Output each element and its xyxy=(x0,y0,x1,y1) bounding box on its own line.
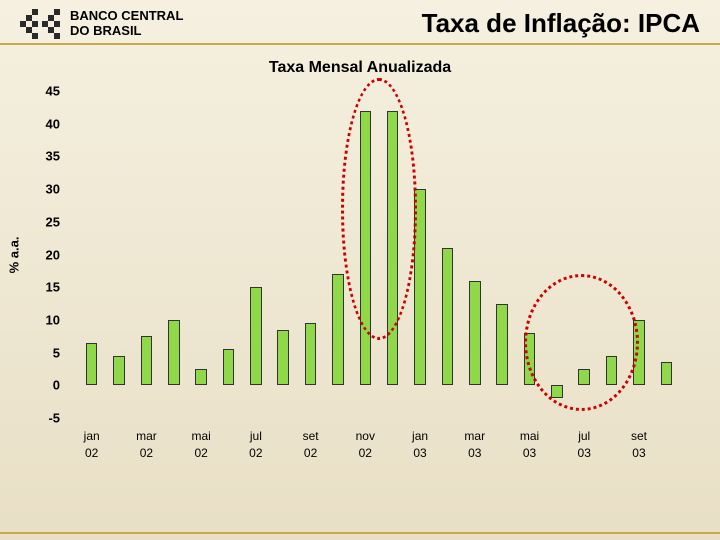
bar xyxy=(360,111,371,386)
bar xyxy=(113,356,124,385)
y-tick: 15 xyxy=(30,280,60,295)
x-tick: jul02 xyxy=(249,428,262,462)
bar xyxy=(469,281,480,386)
x-tick: jan02 xyxy=(84,428,100,462)
bar xyxy=(223,349,234,385)
y-tick: -5 xyxy=(30,411,60,426)
bar xyxy=(496,304,507,386)
chart-subtitle: Taxa Mensal Anualizada xyxy=(0,45,720,83)
y-tick: 40 xyxy=(30,116,60,131)
x-tick: nov02 xyxy=(356,428,375,462)
bar xyxy=(414,189,425,385)
footer-divider xyxy=(0,532,720,534)
plot-area xyxy=(78,91,680,418)
y-tick: 0 xyxy=(30,378,60,393)
chart-area: % a.a. 454035302520151050-5 jan02mar02ma… xyxy=(20,83,690,478)
bars-layer xyxy=(78,91,680,418)
bar xyxy=(606,356,617,385)
org-line1: BANCO CENTRAL xyxy=(70,9,183,23)
page-title: Taxa de Inflação: IPCA xyxy=(422,8,700,39)
header: BANCO CENTRAL DO BRASIL Taxa de Inflação… xyxy=(0,0,720,41)
x-tick: set02 xyxy=(303,428,319,462)
x-tick: mai03 xyxy=(520,428,539,462)
bar xyxy=(524,333,535,385)
bar xyxy=(551,385,562,398)
bar xyxy=(578,369,589,385)
x-tick: jul03 xyxy=(578,428,591,462)
x-tick: set03 xyxy=(631,428,647,462)
x-tick: mar02 xyxy=(136,428,157,462)
y-tick: 5 xyxy=(30,345,60,360)
y-axis: % a.a. 454035302520151050-5 xyxy=(20,91,78,418)
org-line2: DO BRASIL xyxy=(70,24,183,38)
org-name: BANCO CENTRAL DO BRASIL xyxy=(70,9,183,38)
x-tick: mai02 xyxy=(191,428,210,462)
bar xyxy=(195,369,206,385)
x-tick: mar03 xyxy=(464,428,485,462)
x-axis: jan02 mar02 mai02 jul02 set02 nov02 jan03 mar03… xyxy=(78,418,680,478)
y-tick: 10 xyxy=(30,312,60,327)
bar xyxy=(633,320,644,385)
bar xyxy=(661,362,672,385)
logo-block: BANCO CENTRAL DO BRASIL xyxy=(20,9,183,39)
bar xyxy=(277,330,288,386)
y-tick: 35 xyxy=(30,149,60,164)
bank-logo-icon xyxy=(20,9,62,39)
bar xyxy=(168,320,179,385)
y-tick: 45 xyxy=(30,84,60,99)
y-axis-label: % a.a. xyxy=(7,236,22,273)
y-tick: 30 xyxy=(30,182,60,197)
bar xyxy=(442,248,453,385)
bar xyxy=(305,323,316,385)
x-tick: jan03 xyxy=(412,428,428,462)
bar xyxy=(250,287,261,385)
y-tick: 20 xyxy=(30,247,60,262)
bar xyxy=(332,274,343,385)
bar xyxy=(86,343,97,386)
bar xyxy=(141,336,152,385)
bar xyxy=(387,111,398,386)
y-tick: 25 xyxy=(30,214,60,229)
